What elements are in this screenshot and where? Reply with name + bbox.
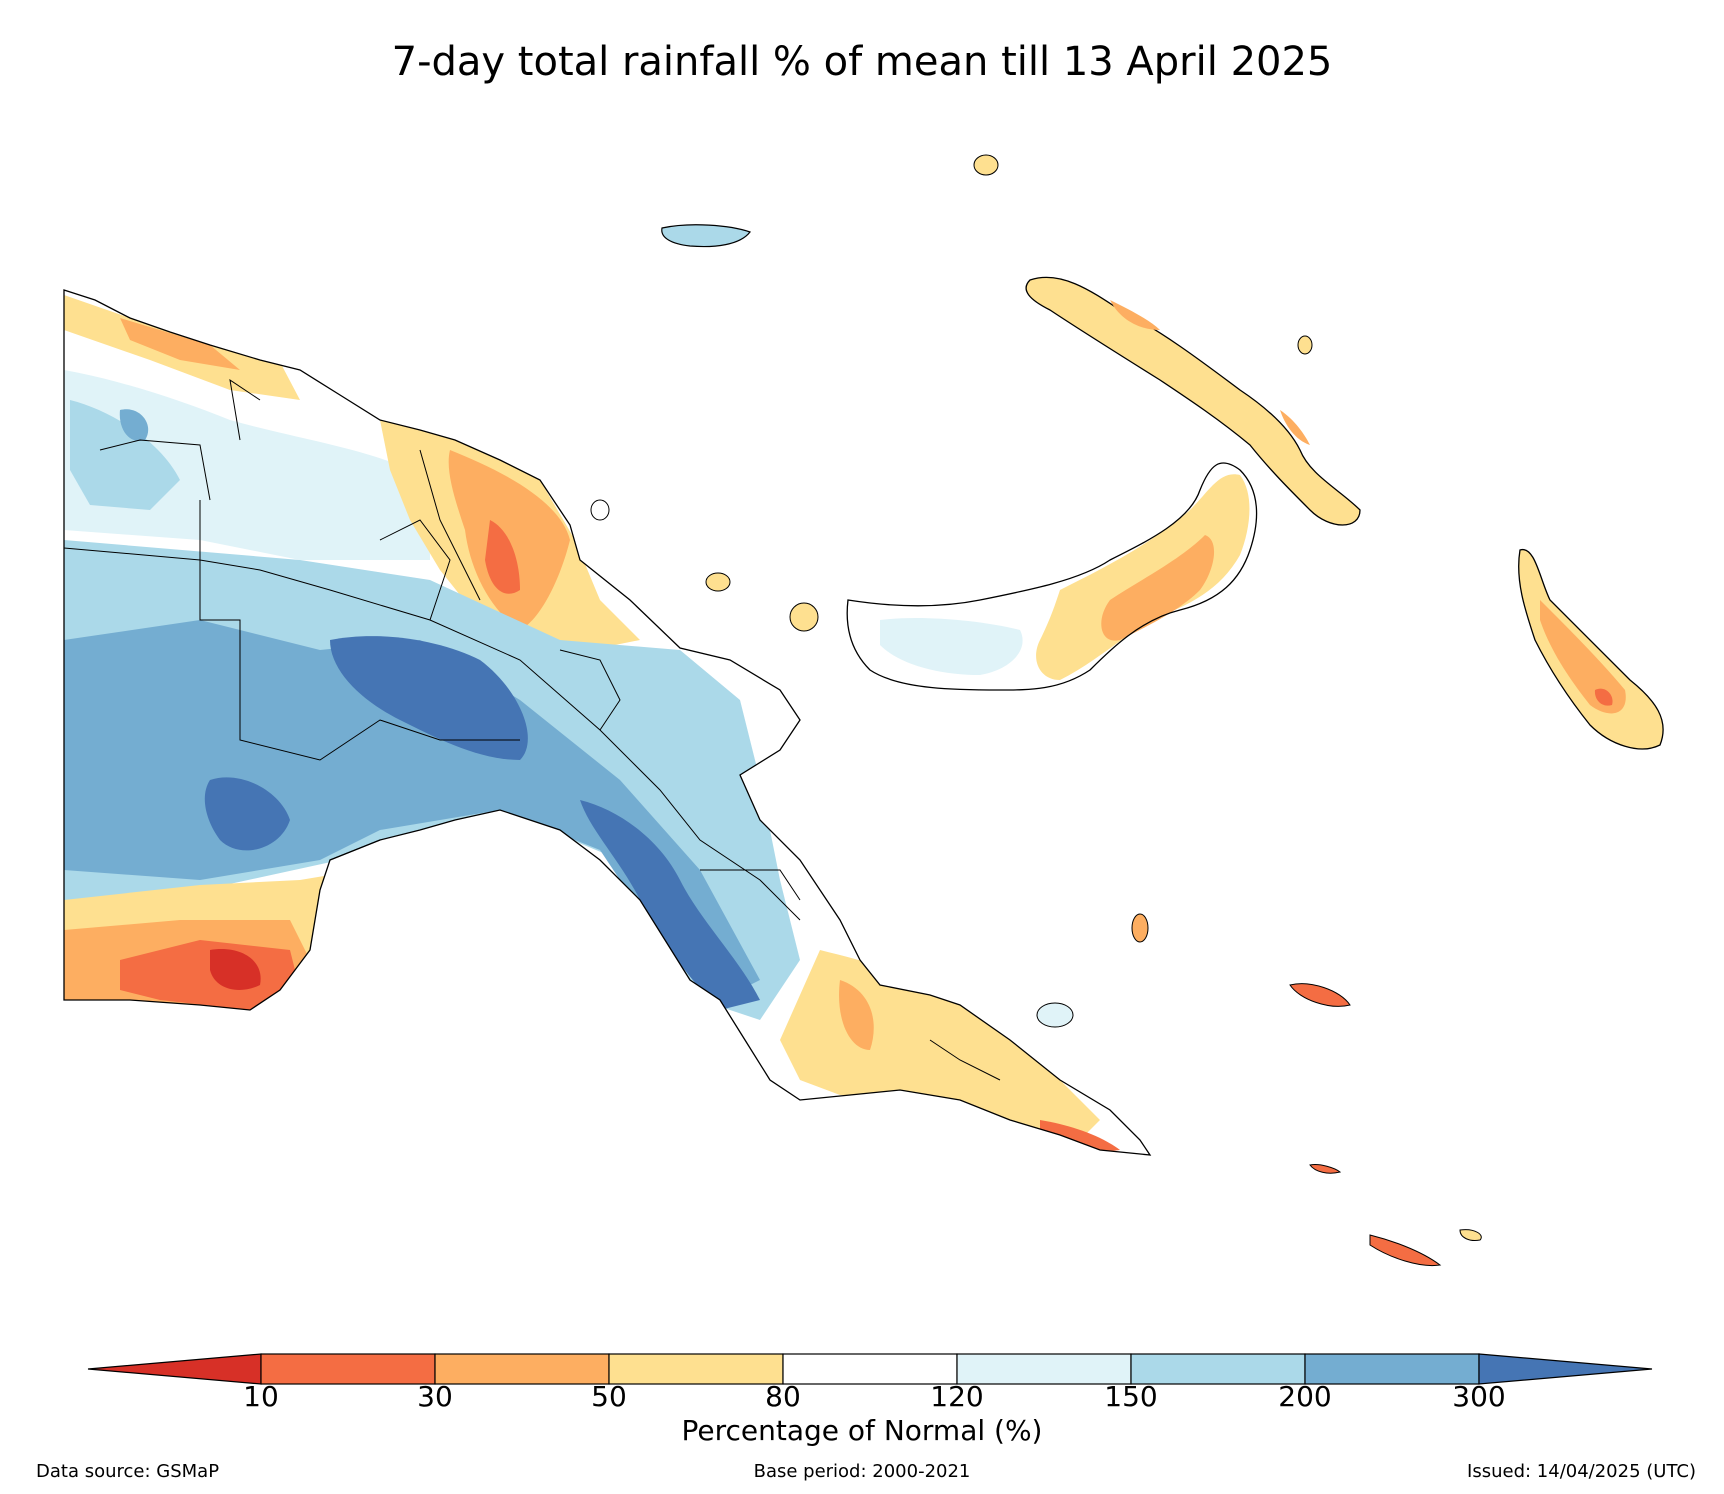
manus-island (661, 224, 751, 248)
small-islands (590, 154, 1482, 1267)
new-ireland (1025, 276, 1361, 526)
rain-zone-south-30 (120, 940, 300, 1010)
new-ireland-island (1025, 276, 1361, 526)
new-britain (846, 462, 1258, 691)
colorbar-tick-label: 50 (591, 1380, 627, 1413)
colorbar-tick-label: 300 (1452, 1380, 1506, 1413)
island-karkar (590, 499, 610, 521)
island-woodlark (1289, 983, 1351, 1007)
rain-zone-se-50 (839, 980, 874, 1050)
rain-zone-nw-150 (64, 370, 430, 560)
colorbar-segment-10-30 (260, 1353, 436, 1385)
colorbar-segment-200-300 (1304, 1353, 1480, 1385)
rain-zone-highlands-300c (204, 777, 290, 851)
colorbar-segment-150-200 (1130, 1353, 1306, 1385)
island-rossel (1459, 1229, 1482, 1241)
island-lihir (1297, 335, 1313, 355)
map-title: 7-day total rainfall % of mean till 13 A… (391, 39, 1333, 85)
rain-zone-south-10 (210, 949, 261, 990)
new-britain-150 (880, 618, 1023, 675)
colorbar-tick-label: 80 (765, 1380, 801, 1413)
island-sudest (1369, 1234, 1442, 1267)
rain-zone-highlands-200 (64, 620, 760, 1000)
colorbar-tick-label: 150 (1104, 1380, 1158, 1413)
rain-zone-nw-200 (70, 400, 180, 510)
island-misima (1309, 1164, 1342, 1174)
rain-zone-nw-300 (119, 409, 149, 441)
bougainville (1518, 549, 1664, 750)
colorbar-tick-label: 30 (417, 1380, 453, 1413)
data-source-note: Data source: GSMaP (36, 1461, 220, 1482)
rain-zone-highlands-300a (330, 636, 528, 760)
rain-zone-ncoast-50 (120, 318, 240, 370)
colorbar-tick-label: 120 (930, 1380, 984, 1413)
island-longisland (705, 572, 731, 592)
mainland-coastline (63, 289, 1152, 1156)
issued-note: Issued: 14/04/2025 (UTC) (1467, 1461, 1696, 1482)
rain-zone-madang-30 (485, 520, 520, 594)
colorbar-tick-label: 10 (243, 1380, 279, 1413)
island-umboi (789, 602, 819, 632)
new-ireland-50 (1110, 300, 1310, 445)
mainland (63, 289, 1152, 1156)
colorbar-title: Percentage of Normal (%) (681, 1414, 1043, 1447)
colorbar-segment-80-120 (782, 1353, 958, 1385)
base-period-note: Base period: 2000-2021 (753, 1461, 971, 1482)
new-britain-coastline (846, 462, 1258, 691)
province-boundaries (63, 378, 1001, 1081)
island-goodenough (1036, 1002, 1074, 1028)
colorbar-tick-label: 200 (1278, 1380, 1332, 1413)
rain-zone-highlands-300b (580, 800, 760, 1010)
island-trobriand (1131, 913, 1149, 943)
bougainville-50 (1540, 600, 1626, 714)
rain-zone-madang-50 (448, 450, 570, 630)
new-britain-80 (1036, 474, 1250, 680)
manus-island-shape (661, 224, 751, 248)
bougainville-30 (1594, 688, 1613, 706)
bougainville-island (1518, 549, 1664, 750)
island-mussau (973, 154, 999, 176)
colorbar-extend-high (1478, 1353, 1653, 1385)
new-britain-50 (1101, 535, 1215, 641)
